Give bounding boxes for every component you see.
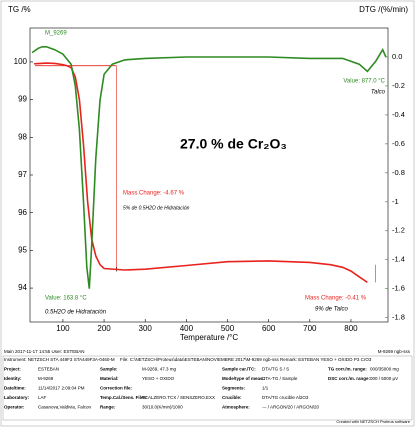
info-cell: 11/14/2017 2:09:04 PM [38,386,85,391]
x-axis-title: Temperature /°C [180,333,239,342]
info-cell: --- / ARGON/20 / ARGON/20 [262,405,320,410]
info-cell: M-9269, 47.3 mg [142,367,177,372]
annotation: Talco [371,90,386,96]
y-axis-title: TG /% [8,5,31,14]
x-tick-label: 800 [344,324,358,333]
x-tick-label: 300 [139,324,153,333]
credit: Created with NETZSCH Proteus software [336,419,410,424]
y-tick-label: 100 [14,57,28,66]
info-cell: LAF [38,395,47,400]
x-tick-label: 600 [262,324,276,333]
info-cell: Project: [4,367,21,372]
info-cell: Date/time: [4,386,26,391]
y2-tick-label: -0.2 [392,81,405,90]
info-cell: DTA/TG crucible Al2O3 [262,395,309,400]
info-cell: Material: [100,376,119,381]
info-cell: DTA/TG S / S [262,367,289,372]
y-tick-label: 98 [18,132,27,141]
info-cell: Crucible: [222,395,242,400]
annotation: 5% de 0.5H2O de Hidratación [123,205,190,211]
footer-right: M-9269 ngb-sss [378,349,411,354]
y-tick-label: 96 [18,208,27,217]
footer-left: Main 2017-11-17 14:55 User: ESTEBAN [4,349,84,354]
annotation: Value: 163.8 °C [45,296,87,302]
annotation: Mass Change: -0.41 % [305,296,367,302]
info-cell: Correction file: [100,386,133,391]
y-tick-label: 97 [18,170,27,179]
annotation: Value: 877.0 °C [343,79,385,85]
y2-tick-label: -1 [392,197,399,206]
info-cell: DTA-TG / Sample [262,376,298,381]
info-cell: YESO + OXIDO [142,376,175,381]
info-cell: ESTEBAN [38,367,59,372]
x-tick-label: 700 [303,324,317,333]
series-line [34,62,368,284]
info-cell: 000 / 5000 µV [370,376,398,381]
info-cell: 000/35000 mg [370,367,399,372]
annotation: Mass Change: -4.67 % [123,191,185,197]
info-cell: Atmosphere: [222,405,250,410]
annotation: 0.5H2O de Hidratación [45,310,107,316]
y2-tick-label: -1.4 [392,255,405,264]
info-cell: DSC corr./m. range: [328,376,371,381]
y-tick-label: 99 [18,95,27,104]
y-tick-label: 94 [18,283,27,292]
info-box [2,355,413,421]
info-cell: Casanova,Valdivia, Falcon [38,405,91,410]
y2-tick-label: -0.8 [392,168,405,177]
y2-tick-label: -1.2 [392,226,405,235]
y2-tick-label: -1.8 [392,313,405,322]
info-cell: Sample: [100,367,118,372]
info-cell: 1/1 [262,386,269,391]
y-tick-label: 95 [18,245,27,254]
annotation: 27.0 % de Cr₂O₃ [180,136,287,152]
info-cell: M-9269 [38,376,54,381]
info-cell: Operator: [4,405,25,410]
info-cell: Laboratory: [4,395,30,400]
x-tick-label: 500 [221,324,235,333]
x-tick-label: 400 [180,324,194,333]
info-cell: Identity: [4,376,22,381]
y2-tick-label: -1.6 [392,284,405,293]
annotation: 9% de Talco [315,307,348,313]
info-cell: Sample car./TC: [222,367,256,372]
info-header: Remark: ESTEBAN YESO + OXIDO P3 CrO3 [280,357,372,362]
info-cell: Segments: [222,386,246,391]
info-cell: TCALZERO.TCX / SENSZERO.EXX [142,395,215,400]
y2-tick-label: -0.6 [392,139,405,148]
info-cell: Mode/type of meas.: [222,376,266,381]
info-cell: TG corr./m. range: [328,367,367,372]
y2-tick-label: -0.4 [392,110,405,119]
x-tick-label: 100 [56,324,70,333]
y2-tick-label: 0.0 [392,52,402,61]
annotation: M_9269 [45,31,67,37]
info-cell: 30/10.0(K/min)/1000 [142,405,183,410]
info-header: File: C:\NETZSCH\Proteus\data\ESTEBAN\NO… [120,357,280,362]
x-tick-label: 200 [97,324,111,333]
info-cell: Range: [100,405,116,410]
y2-axis-title: DTG /(%/min) [359,5,408,14]
info-header: Instrument: NETZSCH STA 449F3 STA449F3A-… [4,357,115,362]
info-cell: Temp.Cal./Sens. Files: [100,395,148,400]
series-line [31,46,387,289]
